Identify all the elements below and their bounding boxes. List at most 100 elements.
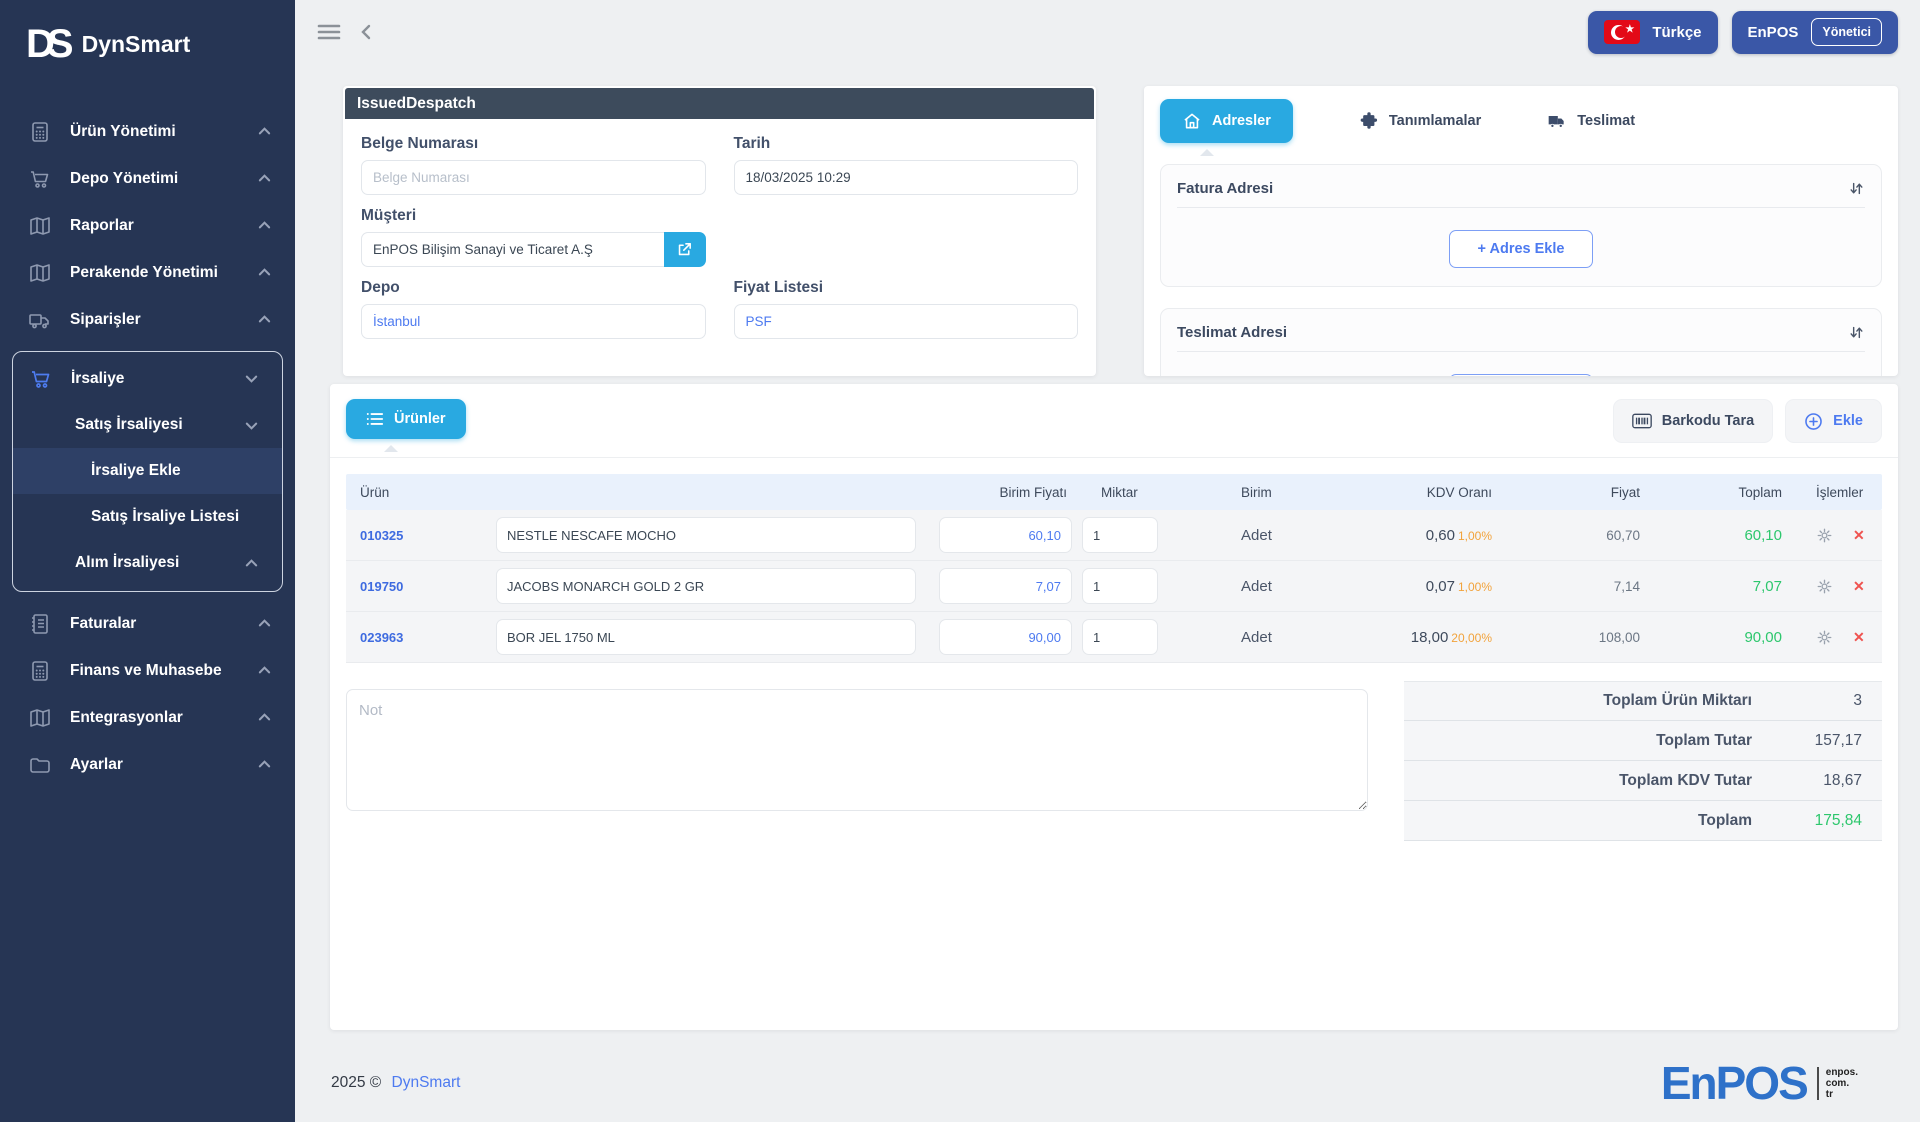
sidebar-item-satis-irsaliye-listesi[interactable]: Satış İrsaliye Listesi [91, 508, 240, 525]
teslimat-adresi-section: Teslimat Adresi + Adres Ekle [1160, 308, 1882, 376]
product-code-link[interactable]: 023963 [360, 629, 404, 645]
home-icon [1184, 113, 1200, 129]
product-code-link[interactable]: 010325 [360, 527, 404, 543]
sort-icon[interactable] [1848, 324, 1865, 341]
sidebar-item-urun-yonetimi[interactable]: Ürün Yönetimi [0, 108, 295, 155]
role-badge[interactable]: Yönetici [1811, 18, 1882, 46]
fiyat-listesi-input[interactable] [733, 304, 1078, 339]
musteri-label: Müşteri [361, 207, 417, 224]
urunler-section-button[interactable]: Ürünler [346, 399, 466, 452]
teslimat-adresi-title: Teslimat Adresi [1177, 324, 1288, 341]
truck-icon [28, 308, 52, 332]
sidebar-group-irsaliye: İrsaliye Satış İrsaliyesi İrsaliye Ekle … [12, 351, 283, 592]
map-icon [28, 706, 52, 730]
depo-input[interactable] [361, 304, 706, 339]
calculator-icon [28, 120, 52, 144]
sort-icon[interactable] [1848, 180, 1865, 197]
plus-circle-icon [1805, 412, 1822, 430]
map-icon [28, 214, 52, 238]
note-textarea[interactable] [346, 689, 1368, 811]
add-address-button[interactable]: + Adres Ekle [1448, 230, 1594, 268]
sidebar: DS DynSmart Ürün Yönetimi Depo Yönetimi … [0, 0, 295, 1122]
vat-value: 0,07 1,00% [1425, 577, 1492, 595]
product-name-input[interactable] [496, 568, 916, 604]
sidebar-item-entegrasyonlar[interactable]: Entegrasyonlar [0, 694, 295, 741]
sidebar-item-alim-irsaliyesi[interactable]: Alım İrsaliyesi [13, 540, 282, 586]
app-title: DynSmart [81, 30, 191, 57]
unit-price-input[interactable] [939, 517, 1072, 553]
sidebar-item-perakende-yonetimi[interactable]: Perakende Yönetimi [0, 249, 295, 296]
musteri-input[interactable] [361, 232, 664, 267]
hamburger-menu-icon[interactable] [317, 22, 341, 42]
tab-tanimlamalar[interactable]: Tanımlamalar [1359, 111, 1481, 131]
topbar: ★ Türkçe EnPOS Yönetici [295, 0, 1920, 64]
price-value: 108,00 [1598, 629, 1640, 645]
total-row: Toplam KDV Tutar 18,67 [1404, 761, 1882, 801]
row-delete-icon[interactable]: ✕ [1853, 578, 1865, 594]
ekle-button[interactable]: Ekle [1785, 399, 1882, 443]
map-icon [28, 261, 52, 285]
chevron-down-icon [245, 372, 258, 385]
tarih-label: Tarih [733, 135, 771, 152]
chevron-up-icon [258, 266, 271, 279]
logo-monogram: DS [26, 22, 73, 66]
quantity-input[interactable] [1082, 568, 1158, 604]
grand-total-value: 175,84 [1814, 811, 1862, 829]
total-row-grand: Toplam 175,84 [1404, 801, 1882, 841]
price-value: 60,70 [1606, 527, 1640, 543]
fiyat-listesi-label: Fiyat Listesi [733, 279, 824, 296]
sidebar-item-faturalar[interactable]: Faturalar [0, 600, 295, 647]
row-settings-gear-icon[interactable] [1816, 527, 1833, 544]
sidebar-item-depo-yonetimi[interactable]: Depo Yönetimi [0, 155, 295, 202]
folder-icon [28, 753, 52, 777]
language-button[interactable]: ★ Türkçe [1588, 10, 1718, 54]
products-table: Ürün Birim Fiyatı Miktar Birim KDV Oranı… [346, 474, 1882, 663]
chevron-up-icon [258, 758, 271, 771]
sidebar-item-ayarlar[interactable]: Ayarlar [0, 741, 295, 788]
sidebar-item-satis-irsaliyesi[interactable]: Satış İrsaliyesi [13, 402, 282, 448]
tab-teslimat[interactable]: Teslimat [1547, 111, 1635, 131]
table-row: 019750 Adet 0,071,00% 7,14 7,07 ✕ [346, 561, 1882, 612]
turkish-flag-icon: ★ [1604, 20, 1641, 44]
product-name-input[interactable] [496, 619, 916, 655]
sidebar-item-irsaliye-ekle[interactable]: İrsaliye Ekle [13, 448, 282, 494]
vat-rate-badge: 1,00% [1457, 579, 1492, 594]
product-name-input[interactable] [496, 517, 916, 553]
quantity-input[interactable] [1082, 517, 1158, 553]
belge-numarasi-input[interactable] [361, 160, 706, 195]
back-chevron-icon[interactable] [359, 24, 373, 40]
row-settings-gear-icon[interactable] [1816, 629, 1833, 646]
musteri-lookup-button[interactable] [663, 232, 706, 267]
footer-brand-link[interactable]: DynSmart [391, 1074, 461, 1091]
fatura-adresi-title: Fatura Adresi [1177, 180, 1274, 197]
barcode-icon [1631, 413, 1652, 429]
sidebar-item-siparisler[interactable]: Siparişler [0, 296, 295, 343]
chevron-up-icon [258, 664, 271, 677]
account-button[interactable]: EnPOS Yönetici [1731, 10, 1898, 54]
chevron-down-icon [245, 419, 258, 432]
product-code-link[interactable]: 019750 [360, 578, 404, 594]
tarih-input[interactable] [733, 160, 1078, 195]
tab-adresler[interactable]: Adresler [1160, 99, 1293, 156]
row-delete-icon[interactable]: ✕ [1853, 527, 1865, 543]
unit-price-input[interactable] [939, 619, 1072, 655]
chevron-up-icon [258, 219, 271, 232]
chevron-up-icon [258, 617, 271, 630]
sidebar-item-raporlar[interactable]: Raporlar [0, 202, 295, 249]
products-card: Ürünler Barkodu Tara Ekle Ürün [330, 384, 1898, 1030]
journal-icon [28, 612, 52, 636]
add-address-button[interactable]: + Adres Ekle [1448, 374, 1594, 376]
sidebar-item-finans-ve-muhasebe[interactable]: Finans ve Muhasebe [0, 647, 295, 694]
row-total-value: 60,10 [1744, 526, 1782, 544]
chevron-up-icon [258, 172, 271, 185]
app-logo[interactable]: DS DynSmart [0, 0, 295, 64]
external-link-icon [678, 243, 691, 256]
row-settings-gear-icon[interactable] [1816, 578, 1833, 595]
enpos-logo: EnPOS enpos. com. tr [1660, 1057, 1858, 1109]
unit-price-input[interactable] [939, 568, 1072, 604]
barkodu-tara-button[interactable]: Barkodu Tara [1612, 399, 1774, 443]
chevron-up-icon [245, 557, 258, 570]
sidebar-item-irsaliye[interactable]: İrsaliye [13, 355, 282, 402]
row-delete-icon[interactable]: ✕ [1853, 629, 1865, 645]
quantity-input[interactable] [1082, 619, 1158, 655]
